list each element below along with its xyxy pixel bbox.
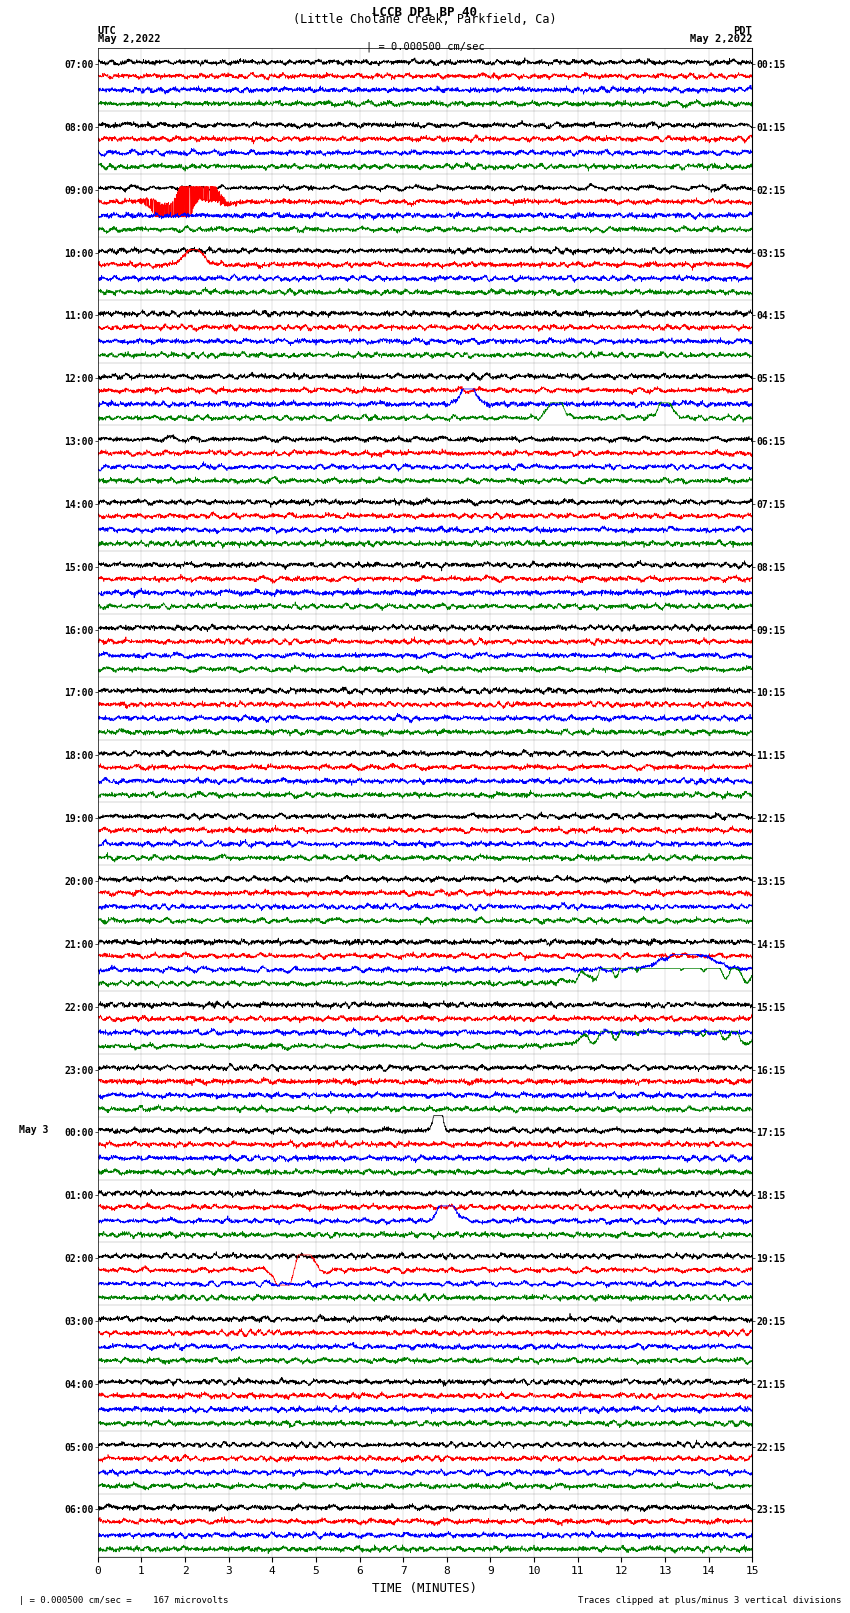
- Text: May 2,2022: May 2,2022: [98, 34, 161, 44]
- Text: | = 0.000500 cm/sec =    167 microvolts: | = 0.000500 cm/sec = 167 microvolts: [8, 1595, 229, 1605]
- X-axis label: TIME (MINUTES): TIME (MINUTES): [372, 1582, 478, 1595]
- Text: UTC: UTC: [98, 26, 116, 35]
- Text: | = 0.000500 cm/sec: | = 0.000500 cm/sec: [366, 42, 484, 53]
- Text: PDT: PDT: [734, 26, 752, 35]
- Text: (Little Cholane Creek, Parkfield, Ca): (Little Cholane Creek, Parkfield, Ca): [293, 13, 557, 26]
- Text: May 2,2022: May 2,2022: [689, 34, 752, 44]
- Text: LCCB DP1 BP 40: LCCB DP1 BP 40: [372, 5, 478, 19]
- Text: May 3: May 3: [20, 1126, 48, 1136]
- Text: Traces clipped at plus/minus 3 vertical divisions: Traces clipped at plus/minus 3 vertical …: [578, 1595, 842, 1605]
